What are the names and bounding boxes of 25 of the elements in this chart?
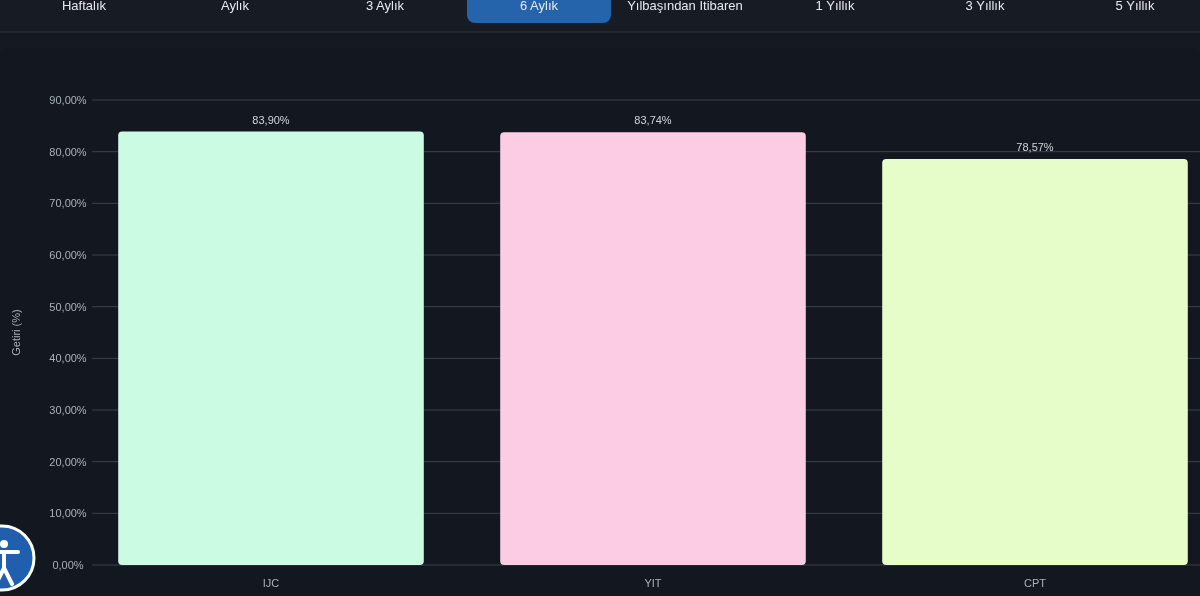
text: Haftalık [61,0,107,13]
x-tick-label: YIT [644,577,662,589]
x-tick-label: IJC [262,577,280,589]
data-label: 83,90% [252,113,290,126]
x-tick-label: CPT [1024,577,1047,589]
y-tick-label: 50,00% [49,300,87,313]
y-tick-label: 80,00% [49,145,87,158]
text: 1 Yıllık [815,0,855,13]
data-label: 83,74% [634,114,672,127]
y-tick-label: 10,00% [49,507,87,520]
text: Yılbaşından Itibaren [627,0,743,13]
y-tick-label: 90,00% [49,93,87,106]
y-axis-title: Getiri (%) [10,309,22,356]
text: 3 Aylık [365,0,405,13]
y-tick-label: 30,00% [49,403,87,416]
y-tick-label: 70,00% [49,197,87,210]
text: 3 Yıllık [965,0,1005,13]
data-label: 78,57% [1016,141,1054,154]
text: 5 Yıllık [1115,0,1155,13]
text: 6 Aylık [519,0,559,13]
text: Aylık [221,0,250,13]
y-tick-label: 40,00% [49,352,87,365]
y-tick-label: 60,00% [49,248,87,261]
y-tick-label: 20,00% [49,455,87,468]
y-tick-label: 0,00% [52,558,84,571]
